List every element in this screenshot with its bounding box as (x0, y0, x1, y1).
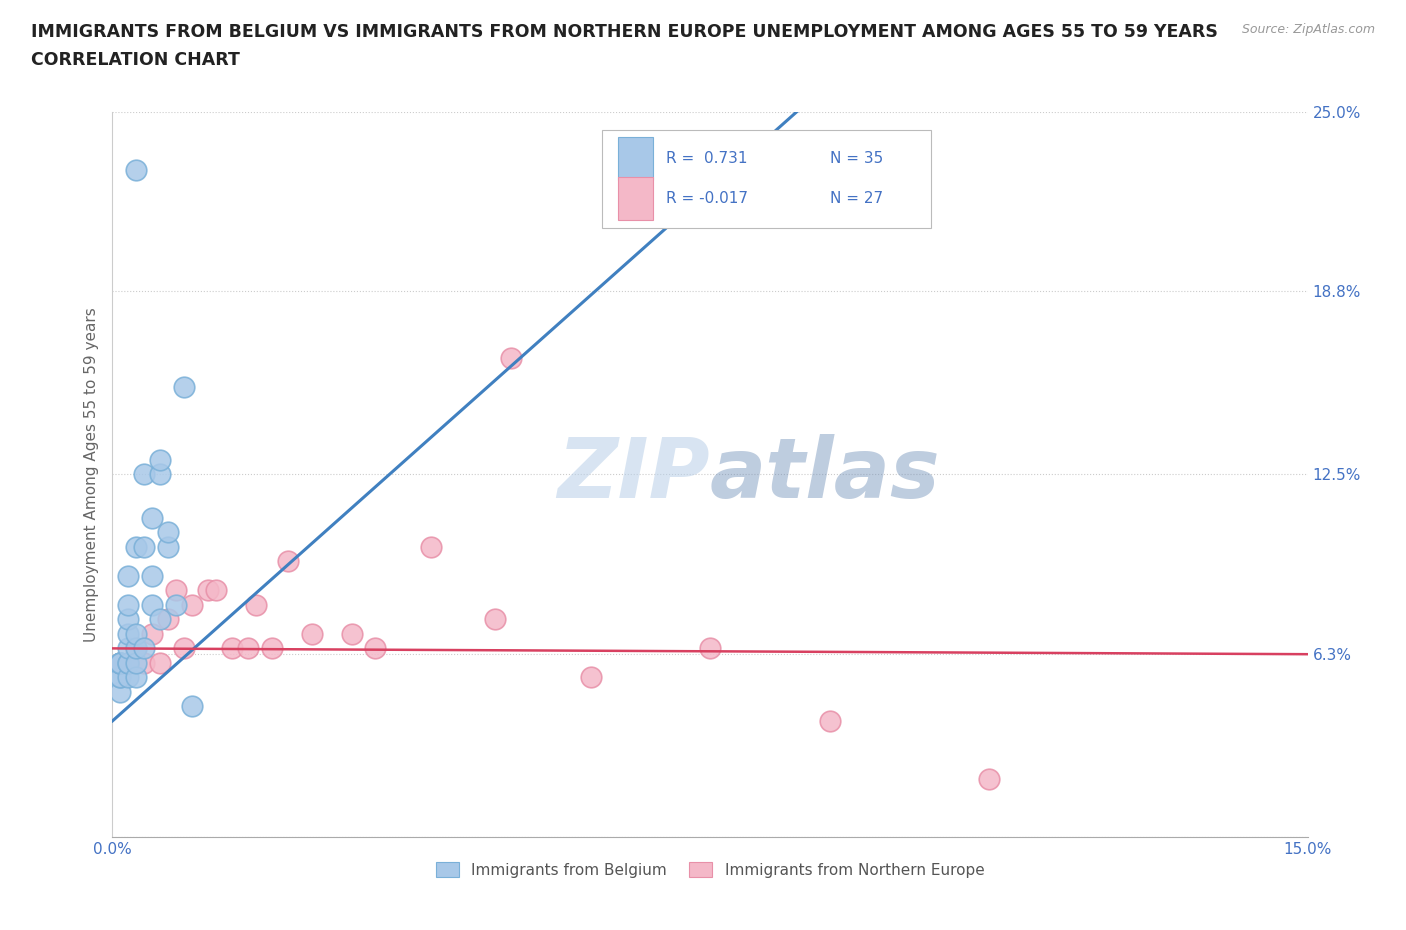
Point (260, 641, 283, 656)
Point (117, 656, 139, 671)
Point (221, 641, 243, 656)
Point (499, 351, 522, 365)
Point (117, 641, 139, 656)
Point (134, 467, 156, 482)
Point (149, 452, 172, 467)
Point (117, 627, 139, 642)
Point (364, 641, 387, 656)
Point (117, 597, 139, 612)
Point (181, 597, 204, 612)
Point (157, 525, 180, 539)
Point (110, 656, 132, 671)
Point (340, 627, 363, 642)
Point (301, 627, 323, 642)
Point (165, 597, 187, 612)
Point (699, 641, 721, 656)
Legend: Immigrants from Belgium, Immigrants from Northern Europe: Immigrants from Belgium, Immigrants from… (430, 856, 990, 884)
Point (157, 539, 180, 554)
Point (134, 539, 156, 554)
Point (125, 656, 148, 671)
Point (165, 583, 187, 598)
Point (157, 612, 180, 627)
Point (125, 162, 148, 177)
Point (117, 656, 139, 671)
Point (117, 568, 139, 583)
FancyBboxPatch shape (619, 138, 652, 180)
Point (484, 612, 506, 627)
Y-axis label: Unemployment Among Ages 55 to 59 years: Unemployment Among Ages 55 to 59 years (83, 307, 98, 642)
Point (977, 772, 1000, 787)
Point (173, 379, 195, 394)
Text: CORRELATION CHART: CORRELATION CHART (31, 51, 240, 69)
Point (125, 539, 148, 554)
Point (110, 670, 132, 684)
Point (149, 467, 172, 482)
Text: Source: ZipAtlas.com: Source: ZipAtlas.com (1241, 23, 1375, 36)
Text: N = 27: N = 27 (830, 192, 883, 206)
Text: IMMIGRANTS FROM BELGIUM VS IMMIGRANTS FROM NORTHERN EUROPE UNEMPLOYMENT AMONG AG: IMMIGRANTS FROM BELGIUM VS IMMIGRANTS FR… (31, 23, 1218, 41)
Point (818, 713, 841, 728)
Point (110, 656, 132, 671)
Point (125, 641, 148, 656)
Point (245, 597, 267, 612)
Point (141, 568, 163, 583)
Point (125, 627, 148, 642)
Point (134, 641, 156, 656)
Point (181, 699, 204, 714)
Point (173, 641, 195, 656)
Point (277, 554, 299, 569)
Point (141, 597, 163, 612)
Point (579, 670, 602, 684)
Point (134, 656, 156, 671)
Point (236, 641, 259, 656)
Point (149, 656, 172, 671)
FancyBboxPatch shape (603, 130, 931, 228)
Point (205, 583, 228, 598)
Point (149, 612, 172, 627)
Text: ZIP: ZIP (557, 433, 710, 515)
Point (420, 539, 443, 554)
Point (110, 684, 132, 699)
Point (125, 670, 148, 684)
Point (117, 656, 139, 671)
Point (110, 670, 132, 684)
Point (117, 612, 139, 627)
Text: N = 35: N = 35 (830, 152, 883, 166)
Point (110, 656, 132, 671)
Point (141, 627, 163, 642)
Point (110, 656, 132, 671)
Text: atlas: atlas (710, 433, 941, 515)
Text: R =  0.731: R = 0.731 (666, 152, 748, 166)
Text: R = -0.017: R = -0.017 (666, 192, 748, 206)
FancyBboxPatch shape (619, 178, 652, 220)
Point (197, 583, 219, 598)
Point (141, 511, 163, 525)
Point (117, 670, 139, 684)
Point (110, 656, 132, 671)
Point (125, 641, 148, 656)
